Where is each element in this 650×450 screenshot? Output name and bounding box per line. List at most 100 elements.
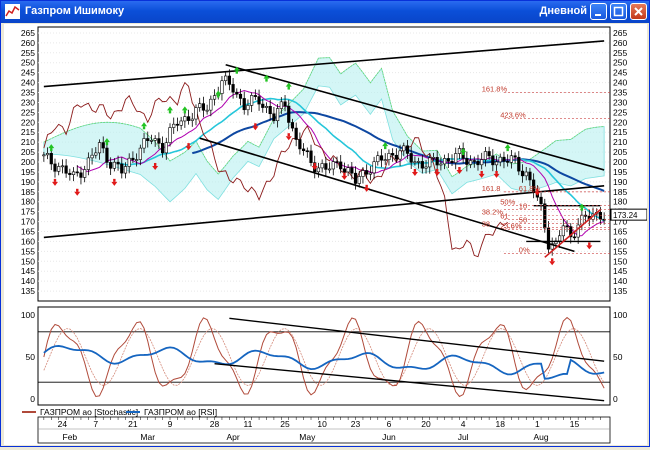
buy-signal-arrow-stem: [105, 142, 109, 146]
y-tick-label-right: 240: [613, 78, 627, 88]
senkou-a-line: [43, 57, 605, 178]
candle-down: [324, 163, 328, 170]
candle-up: [550, 243, 554, 250]
y-tick-label-left: 155: [21, 246, 35, 256]
trendline-down-upper: [225, 63, 605, 171]
candle-up: [142, 138, 146, 149]
chart-area[interactable]: 265 265 260 260 255 255 250 250 245 245 240 240 235 2…: [4, 24, 648, 445]
buy-signal-arrow: [382, 142, 389, 147]
indicator-panel: [37, 306, 611, 406]
sell-signal-arrow-stem: [343, 172, 346, 176]
fib-level-label: 0%: [519, 245, 530, 254]
candle-up: [576, 224, 580, 238]
candle-up: [402, 145, 406, 152]
candle-up: [42, 154, 46, 157]
y-tick-label-right: 160: [613, 236, 627, 246]
y-tick-label-left: 200: [21, 157, 35, 167]
candle-up: [127, 157, 131, 167]
y-tick-label-right: 185: [613, 187, 627, 197]
candle-down: [157, 138, 161, 144]
candle-up: [172, 123, 176, 128]
indicator-trendline-upper: [229, 317, 605, 362]
candle-up: [361, 170, 365, 177]
day-label: 25: [280, 419, 290, 429]
y-tick-label-left: 220: [21, 117, 35, 127]
y-tick-label-left: 180: [21, 197, 35, 207]
fib-level-label: 423.6%: [500, 110, 526, 119]
buy-signal-arrow: [263, 74, 270, 79]
buy-signal-arrow-stem: [384, 146, 387, 150]
candle-up: [457, 148, 462, 154]
sell-signal-arrow: [363, 187, 370, 192]
candle-down: [335, 161, 339, 163]
stochastic-line: [43, 316, 605, 398]
y-tick-label-left: 150: [21, 256, 35, 266]
candle-down: [268, 105, 272, 115]
buy-signal-arrow-stem: [265, 78, 268, 82]
sell-signal-arrow: [493, 173, 500, 178]
close-button[interactable]: [630, 3, 647, 20]
buy-signal-arrow: [215, 90, 222, 95]
y-tick-label-right: 260: [613, 38, 627, 48]
candle-down: [472, 160, 476, 162]
candle-up: [205, 109, 209, 112]
candle-up: [224, 75, 228, 82]
buy-signal-arrow-stem: [183, 110, 187, 114]
maximize-icon: [613, 6, 624, 17]
candle-down: [513, 155, 517, 158]
maximize-button[interactable]: [610, 3, 627, 20]
candle-down: [350, 167, 354, 174]
candle-down: [49, 153, 53, 165]
y-tick-label-left: 185: [21, 187, 35, 197]
y-tick-label-left: 145: [21, 266, 35, 276]
day-label: 15: [570, 419, 580, 429]
candle-up: [498, 156, 502, 163]
ma-mid-line: [117, 97, 605, 222]
candle-up: [480, 159, 484, 166]
candle-up: [220, 80, 224, 94]
sell-signal-arrow: [185, 146, 192, 151]
candle-down: [235, 91, 239, 95]
candle-up: [198, 103, 202, 108]
candle-up: [135, 159, 139, 161]
candle-up: [123, 166, 128, 174]
candle-up: [112, 161, 116, 169]
sell-signal-arrow-stem: [153, 162, 157, 166]
fib-level-label: 161.8: [482, 184, 501, 193]
y-tick-label-left: 160: [21, 236, 35, 246]
candle-up: [368, 172, 372, 175]
candle-down: [539, 196, 543, 205]
fib-level-label: 38: [482, 220, 490, 229]
ma-slow-line: [192, 111, 605, 192]
buy-signal-arrow-stem: [580, 207, 584, 211]
candle-down: [231, 84, 235, 93]
candle-up: [71, 171, 76, 175]
y-tick-label-left: 255: [21, 48, 35, 58]
day-label: 28: [210, 419, 220, 429]
y-tick-label-left: 250: [21, 58, 35, 68]
candle-up: [428, 157, 432, 168]
day-label: 10: [317, 419, 327, 429]
indicator-tick-right: 100: [613, 310, 627, 320]
minimize-button[interactable]: [590, 3, 607, 20]
sell-signal-arrow-stem: [480, 170, 483, 174]
day-label: 20: [421, 419, 431, 429]
buy-signal-arrow: [167, 106, 174, 111]
sell-signal-arrow: [341, 175, 348, 180]
day-label: 18: [496, 419, 506, 429]
y-tick-label-right: 225: [613, 107, 627, 117]
candle-up: [431, 157, 436, 159]
candle-down: [109, 162, 113, 169]
y-tick-label-right: 235: [613, 88, 627, 98]
buy-signal-arrow: [504, 144, 511, 149]
title-bar[interactable]: Газпром Ишимоку Дневной: [1, 1, 649, 23]
y-tick-label-left: 190: [21, 177, 35, 187]
candle-down: [186, 116, 191, 121]
candle-up: [190, 118, 194, 121]
candle-down: [101, 142, 105, 149]
day-label: 7: [93, 419, 98, 429]
y-tick-label-right: 135: [613, 286, 627, 296]
sell-signal-arrow: [111, 181, 118, 186]
